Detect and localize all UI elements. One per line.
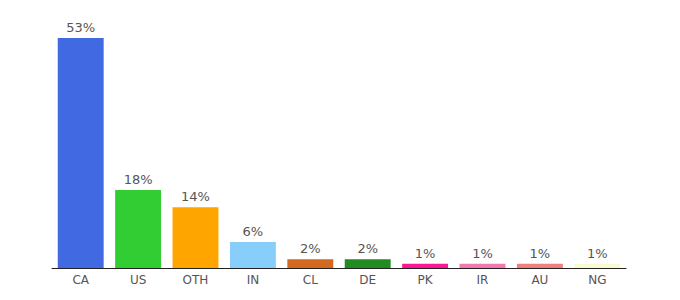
svg-text:IR: IR (477, 273, 489, 287)
svg-text:1%: 1% (530, 246, 551, 261)
svg-text:CL: CL (303, 273, 318, 287)
svg-text:1%: 1% (472, 246, 493, 261)
svg-text:PK: PK (418, 273, 434, 287)
svg-text:2%: 2% (300, 241, 321, 256)
svg-text:AU: AU (531, 273, 548, 287)
svg-text:53%: 53% (66, 20, 95, 35)
svg-text:2%: 2% (357, 241, 378, 256)
svg-text:OTH: OTH (183, 273, 209, 287)
svg-text:CA: CA (72, 273, 89, 287)
svg-text:IN: IN (247, 273, 260, 287)
svg-text:14%: 14% (181, 189, 210, 204)
svg-text:6%: 6% (243, 224, 264, 239)
svg-text:1%: 1% (415, 246, 436, 261)
svg-text:18%: 18% (124, 172, 153, 187)
svg-text:1%: 1% (587, 246, 608, 261)
svg-text:NG: NG (588, 273, 606, 287)
svg-text:US: US (130, 273, 146, 287)
svg-text:DE: DE (359, 273, 376, 287)
